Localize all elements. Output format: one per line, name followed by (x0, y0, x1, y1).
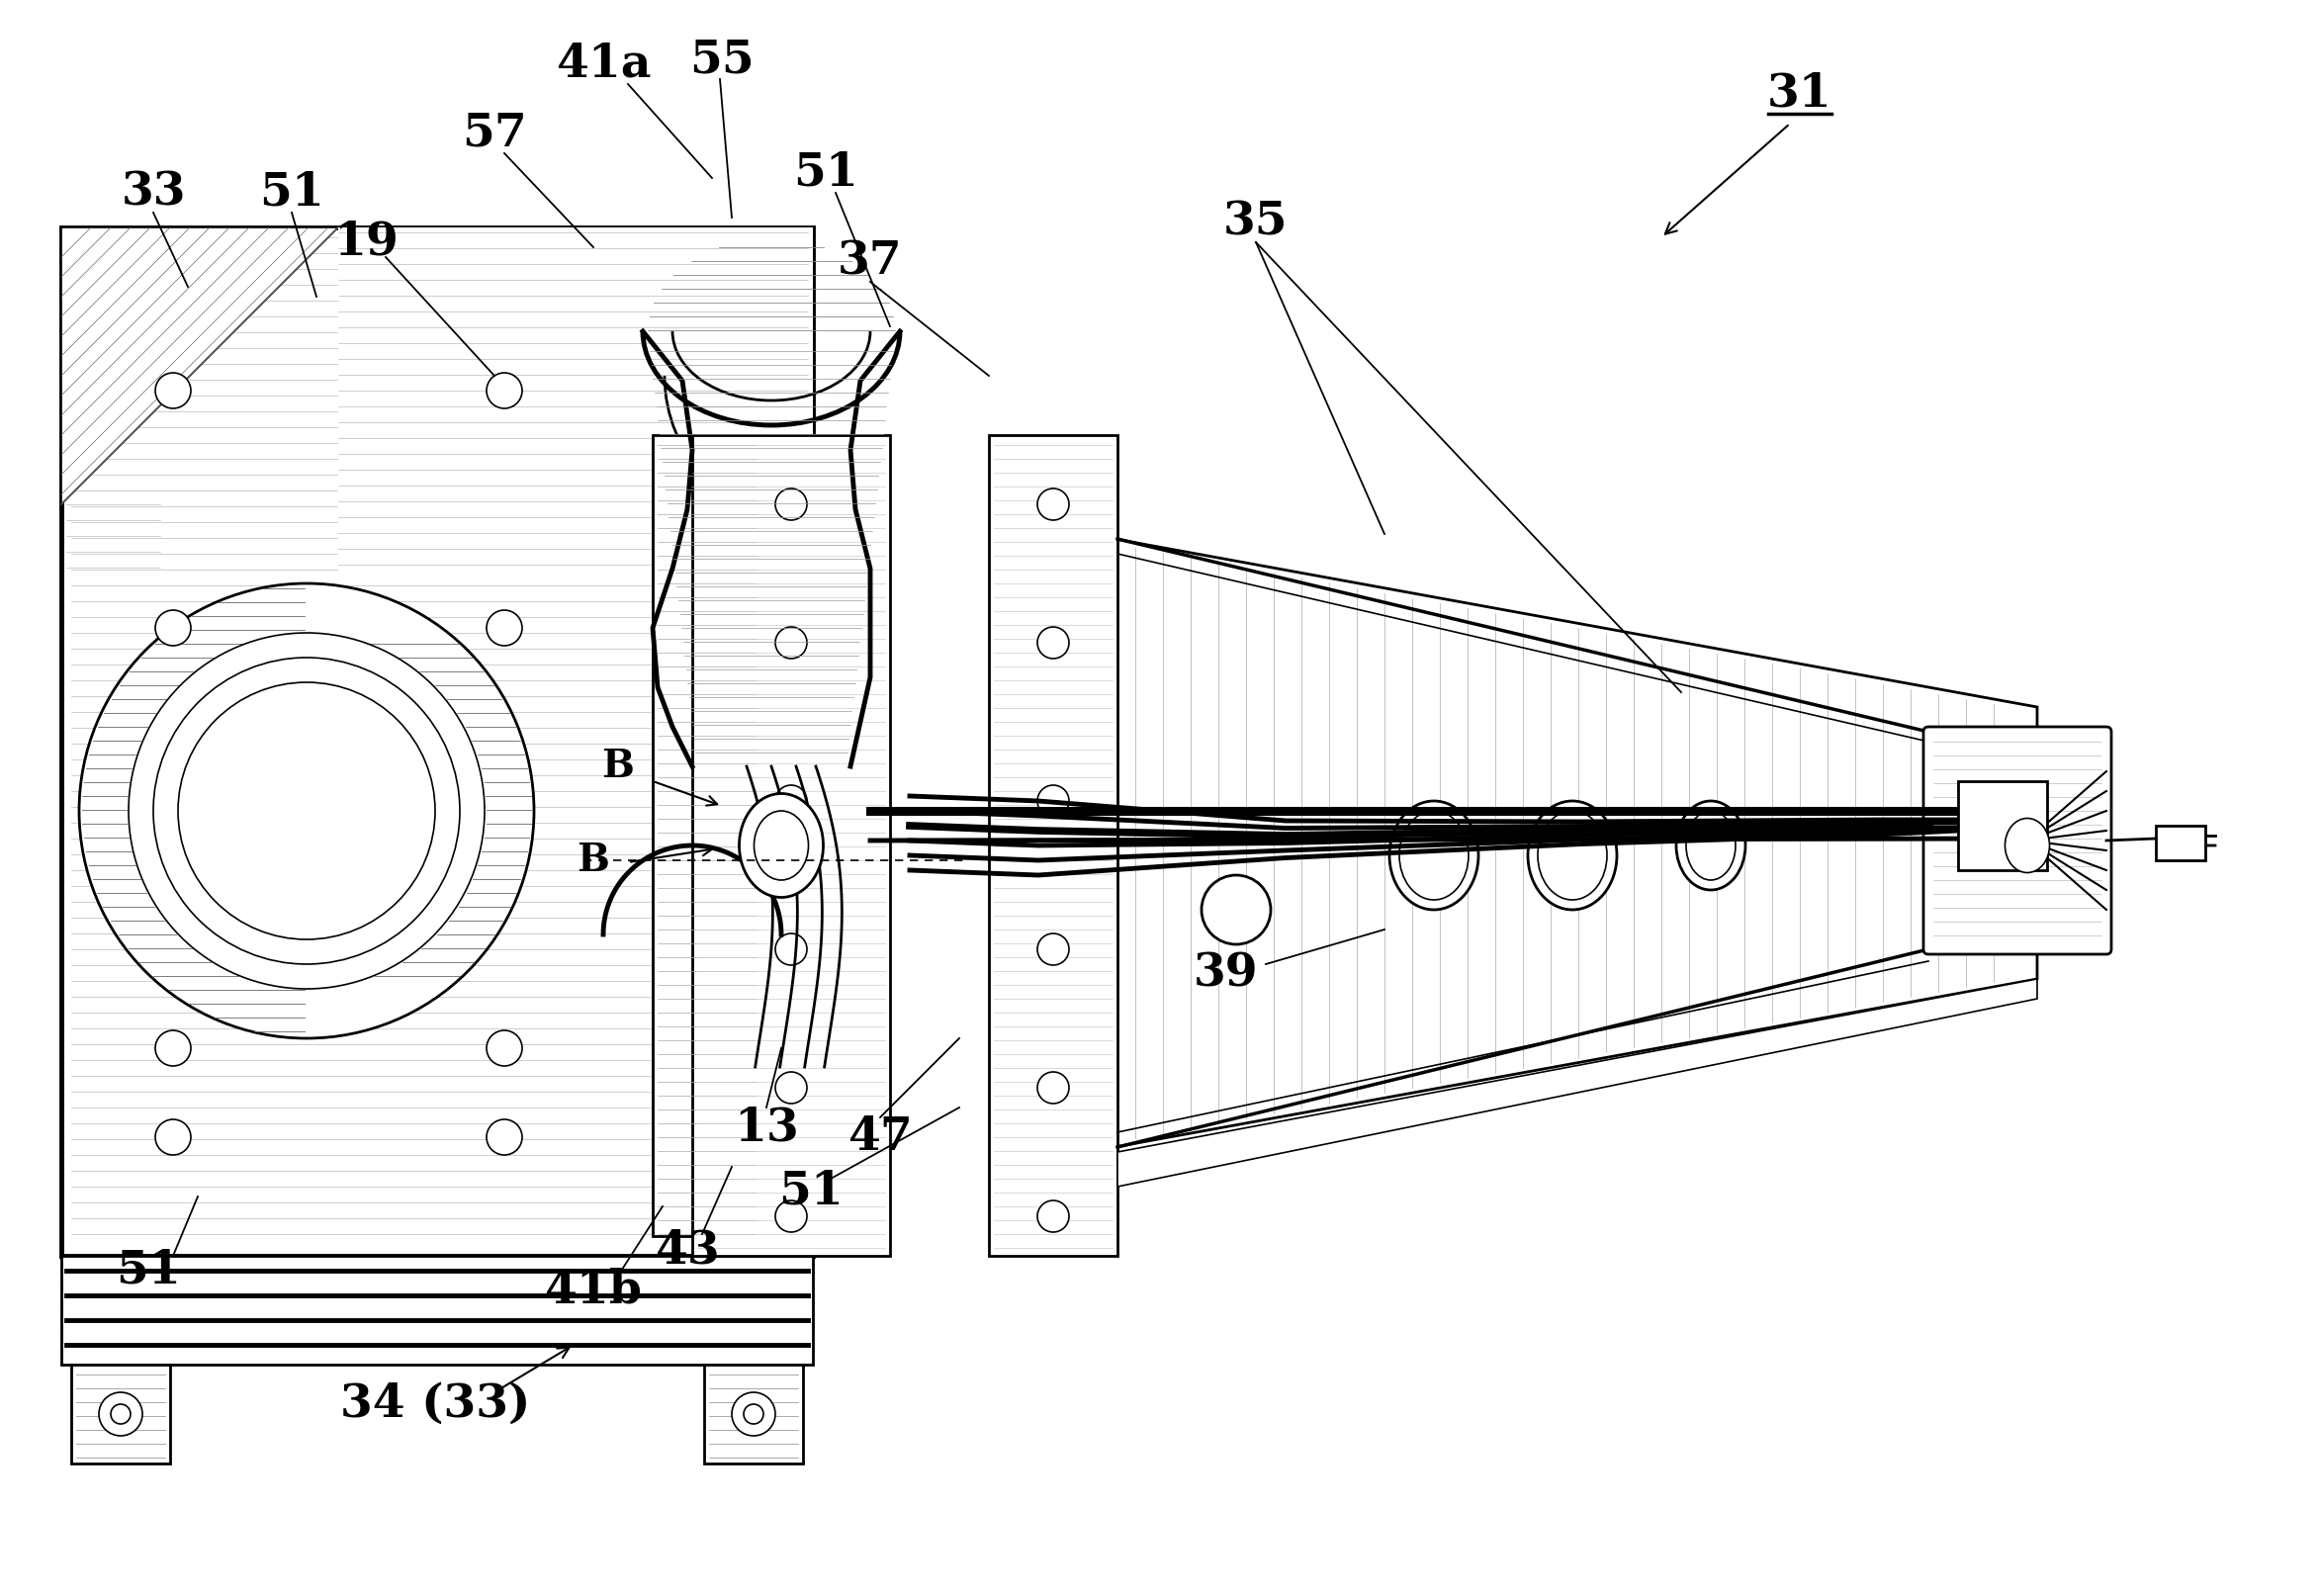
Circle shape (1038, 1073, 1069, 1103)
Text: 19: 19 (334, 220, 399, 265)
Polygon shape (1087, 535, 2038, 1152)
Bar (654, 436, 760, 1235)
Text: 39: 39 (1194, 951, 1259, 998)
Circle shape (1201, 875, 1270, 945)
Text: 51: 51 (260, 171, 325, 215)
Circle shape (1038, 627, 1069, 659)
Circle shape (1038, 1200, 1069, 1232)
Bar (72, 1365, 169, 1464)
Circle shape (1038, 488, 1069, 520)
Text: 13: 13 (735, 1104, 800, 1151)
Circle shape (487, 610, 522, 646)
Text: 57: 57 (461, 110, 526, 156)
Circle shape (774, 488, 807, 520)
Circle shape (487, 373, 522, 409)
Text: 51: 51 (116, 1248, 181, 1293)
Text: 43: 43 (656, 1229, 721, 1274)
Text: 37: 37 (837, 239, 902, 284)
Bar (60, 228, 814, 1256)
Circle shape (79, 584, 533, 1039)
Circle shape (774, 934, 807, 966)
Circle shape (155, 1031, 190, 1066)
Bar (990, 436, 1117, 1256)
Circle shape (155, 610, 190, 646)
Bar (1959, 780, 2047, 870)
Text: B: B (603, 747, 635, 785)
Text: 33: 33 (121, 171, 185, 215)
Text: 34 (33): 34 (33) (341, 1382, 531, 1427)
Text: 47: 47 (848, 1114, 913, 1160)
FancyBboxPatch shape (1924, 726, 2112, 954)
Bar (60, 1256, 814, 1365)
Circle shape (1038, 934, 1069, 966)
Circle shape (774, 627, 807, 659)
Circle shape (155, 373, 190, 409)
Circle shape (155, 1119, 190, 1156)
Bar (693, 436, 890, 1256)
Text: 51: 51 (793, 150, 858, 196)
Circle shape (732, 1392, 774, 1436)
Circle shape (487, 1119, 522, 1156)
Circle shape (774, 1200, 807, 1232)
Ellipse shape (1676, 801, 1745, 891)
Text: 55: 55 (688, 37, 753, 81)
Circle shape (774, 785, 807, 817)
Polygon shape (1117, 978, 2038, 1186)
Ellipse shape (2005, 819, 2049, 873)
Ellipse shape (753, 811, 809, 879)
Text: 41b: 41b (545, 1267, 642, 1314)
Polygon shape (60, 228, 338, 504)
Text: 51: 51 (779, 1168, 844, 1215)
Bar (338, 228, 814, 573)
Circle shape (487, 1031, 522, 1066)
Ellipse shape (1528, 801, 1618, 910)
Text: 35: 35 (1224, 200, 1289, 246)
Text: 41a: 41a (556, 41, 651, 88)
Circle shape (774, 1073, 807, 1103)
Ellipse shape (739, 793, 823, 897)
Circle shape (1038, 785, 1069, 817)
Text: B: B (577, 841, 610, 879)
Ellipse shape (1388, 801, 1479, 910)
Bar (705, 1365, 802, 1464)
Text: 31: 31 (1766, 72, 1831, 117)
Bar (2156, 825, 2204, 860)
Circle shape (100, 1392, 141, 1436)
